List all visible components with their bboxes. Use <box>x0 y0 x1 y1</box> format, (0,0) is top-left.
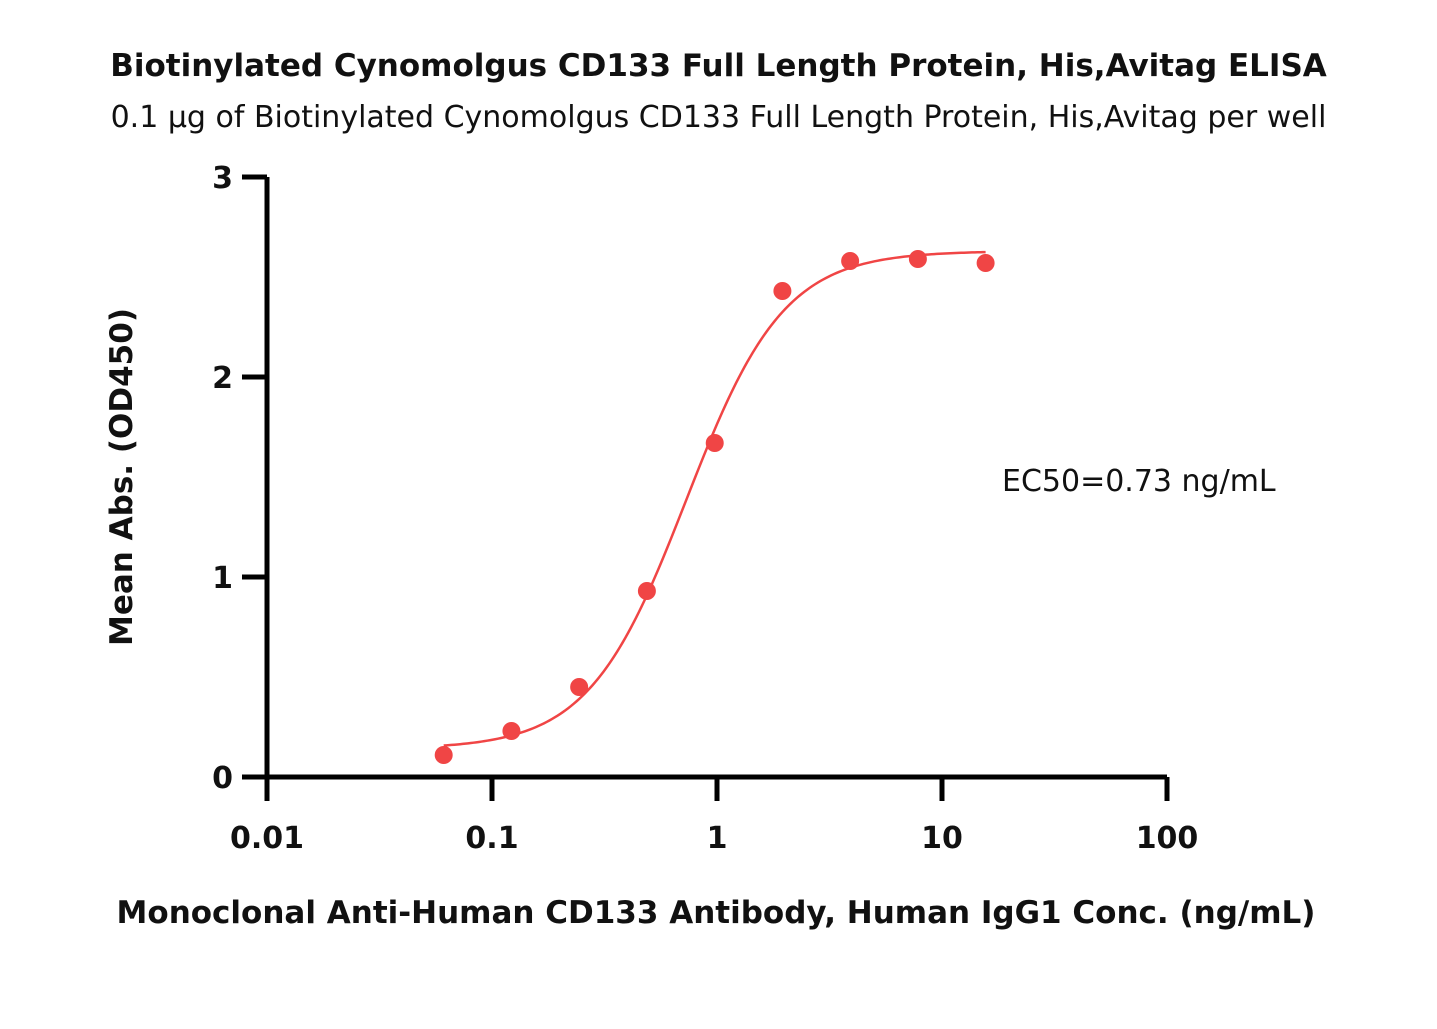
data-point <box>908 250 927 268</box>
x-tick-label: 100 <box>1136 821 1199 856</box>
x-tick-label: 0.01 <box>230 821 304 856</box>
y-tick-label: 2 <box>212 361 233 396</box>
ec50-annotation: EC50=0.73 ng/mL <box>1002 464 1276 499</box>
x-axis-label: Monoclonal Anti-Human CD133 Antibody, Hu… <box>117 895 1316 931</box>
x-tick-label: 1 <box>707 821 728 856</box>
fit-curve-layer <box>443 250 986 747</box>
x-tick-label: 0.1 <box>465 821 518 856</box>
data-point <box>434 746 453 764</box>
data-point <box>841 252 860 270</box>
y-tick-label: 3 <box>212 161 233 196</box>
x-tick-label: 10 <box>921 821 963 856</box>
data-point <box>570 678 589 696</box>
axes: 0.01 0.1 1 10 100 0 1 2 3 <box>212 161 1198 856</box>
fit-curve <box>443 250 986 747</box>
chart-title: Biotinylated Cynomolgus CD133 Full Lengt… <box>110 48 1327 84</box>
data-point <box>773 282 792 300</box>
chart-subtitle: 0.1 µg of Biotinylated Cynomolgus CD133 … <box>110 100 1327 135</box>
y-tick-label: 0 <box>212 761 233 796</box>
data-point <box>502 722 521 740</box>
data-point <box>705 434 724 452</box>
y-axis-label: Mean Abs. (OD450) <box>104 308 140 646</box>
data-points <box>434 250 995 764</box>
data-point <box>976 254 995 272</box>
y-tick-label: 1 <box>212 561 233 596</box>
data-point <box>637 582 656 600</box>
